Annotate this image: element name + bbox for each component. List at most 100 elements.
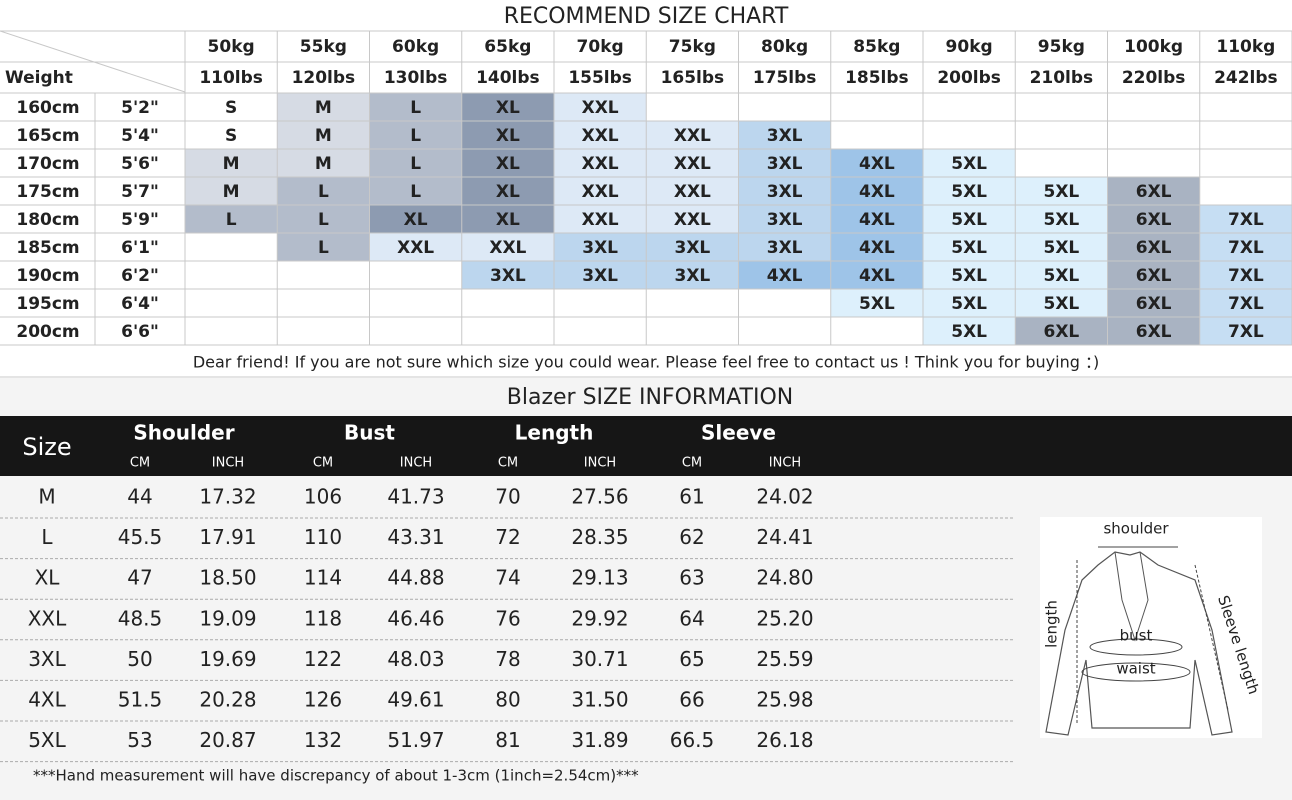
measure-value: 51.97	[387, 728, 444, 752]
size-header: Size	[22, 433, 71, 461]
size-value: 3XL	[490, 266, 526, 286]
measure-value: 66	[679, 688, 704, 712]
size-cell	[1199, 205, 1292, 233]
measure-value: 29.13	[571, 566, 628, 590]
size-value: 6XL	[1136, 322, 1172, 342]
size-value: 3XL	[582, 238, 618, 258]
lbs-header: 242lbs	[1214, 68, 1278, 88]
size-value: 7XL	[1228, 322, 1264, 342]
size-cell	[646, 261, 739, 289]
height-cm: 200cm	[16, 322, 79, 342]
size-value: 6XL	[1136, 238, 1172, 258]
size-value: 6XL	[1136, 266, 1172, 286]
size-cell	[369, 233, 462, 261]
height-ft: 6'1"	[121, 238, 159, 258]
size-value: 3XL	[767, 238, 803, 258]
size-cell	[646, 177, 739, 205]
size-value: 4XL	[859, 266, 895, 286]
measure-value: 122	[304, 647, 342, 671]
size-cell	[830, 261, 923, 289]
size-value: XL	[404, 210, 428, 230]
measure-value: 25.20	[756, 606, 813, 630]
size-cell	[369, 121, 462, 149]
height-cm: 165cm	[16, 126, 79, 146]
measure-value: 74	[495, 566, 520, 590]
lbs-header: 220lbs	[1122, 68, 1186, 88]
size-cell	[277, 149, 370, 177]
size-cell	[923, 149, 1016, 177]
size-cell	[461, 177, 554, 205]
size-value: 6XL	[1136, 210, 1172, 230]
size-value: M	[223, 182, 240, 202]
size-cell	[830, 177, 923, 205]
measure-value: 62	[679, 525, 704, 549]
size-value: L	[318, 238, 329, 258]
measure-value: 27.56	[571, 485, 628, 509]
size-value: 5XL	[951, 182, 987, 202]
size-value: 4XL	[859, 182, 895, 202]
measure-value: 61	[679, 485, 704, 509]
height-cm: 170cm	[16, 154, 79, 174]
size-value: XXL	[582, 98, 619, 118]
measure-value: 72	[495, 525, 520, 549]
size-cell	[1015, 261, 1108, 289]
size-value: XL	[496, 210, 520, 230]
size-value: 5XL	[951, 210, 987, 230]
unit-header: INCH	[400, 456, 432, 471]
unit-header: INCH	[769, 456, 801, 471]
group-header: Shoulder	[133, 421, 234, 445]
size-cell	[646, 121, 739, 149]
size-value: XL	[496, 98, 520, 118]
size-value: 7XL	[1228, 266, 1264, 286]
kg-header: 100kg	[1124, 37, 1183, 57]
size-value: 7XL	[1228, 294, 1264, 314]
height-cm: 195cm	[16, 294, 79, 314]
size-value: 3XL	[767, 154, 803, 174]
unit-header: CM	[313, 456, 333, 471]
size-cell	[277, 233, 370, 261]
measure-value: 43.31	[387, 525, 444, 549]
size-cell	[923, 177, 1016, 205]
size-cell	[1199, 261, 1292, 289]
size-cell	[185, 121, 278, 149]
info-note: ***Hand measurement will have discrepanc…	[33, 767, 639, 785]
measure-value: 50	[127, 647, 152, 671]
size-cell	[738, 177, 831, 205]
measure-value: 70	[495, 485, 520, 509]
size-cell	[554, 149, 647, 177]
size-cell	[738, 205, 831, 233]
size-cell	[185, 177, 278, 205]
size-cell	[1107, 261, 1200, 289]
size-name: XXL	[28, 606, 67, 630]
measure-value: 20.28	[199, 688, 256, 712]
size-cell	[923, 289, 1016, 317]
blazer-diagram: shoulder length bust waist Sleeve length	[1040, 517, 1263, 738]
size-cell	[1015, 289, 1108, 317]
kg-header: 75kg	[669, 37, 716, 57]
size-cell	[1199, 317, 1292, 345]
size-cell	[830, 233, 923, 261]
lbs-header: 175lbs	[753, 68, 817, 88]
measure-value: 29.92	[571, 606, 628, 630]
measure-value: 51.5	[118, 688, 163, 712]
size-value: XL	[496, 154, 520, 174]
measure-value: 24.41	[756, 525, 813, 549]
height-cm: 190cm	[16, 266, 79, 286]
kg-header: 85kg	[853, 37, 900, 57]
size-value: 5XL	[1043, 210, 1079, 230]
measure-value: 45.5	[118, 525, 163, 549]
kg-header: 110kg	[1216, 37, 1275, 57]
measure-value: 17.91	[199, 525, 256, 549]
size-cell	[1199, 233, 1292, 261]
size-value: XXL	[674, 182, 711, 202]
size-value: S	[225, 98, 237, 118]
size-cell	[830, 205, 923, 233]
measure-value: 31.89	[571, 728, 628, 752]
size-cell	[461, 205, 554, 233]
measure-value: 110	[304, 525, 342, 549]
height-cm: 160cm	[16, 98, 79, 118]
measure-value: 19.09	[199, 606, 256, 630]
info-title: Blazer SIZE INFORMATION	[507, 385, 793, 410]
height-ft: 6'4"	[121, 294, 159, 314]
size-cell	[1107, 233, 1200, 261]
